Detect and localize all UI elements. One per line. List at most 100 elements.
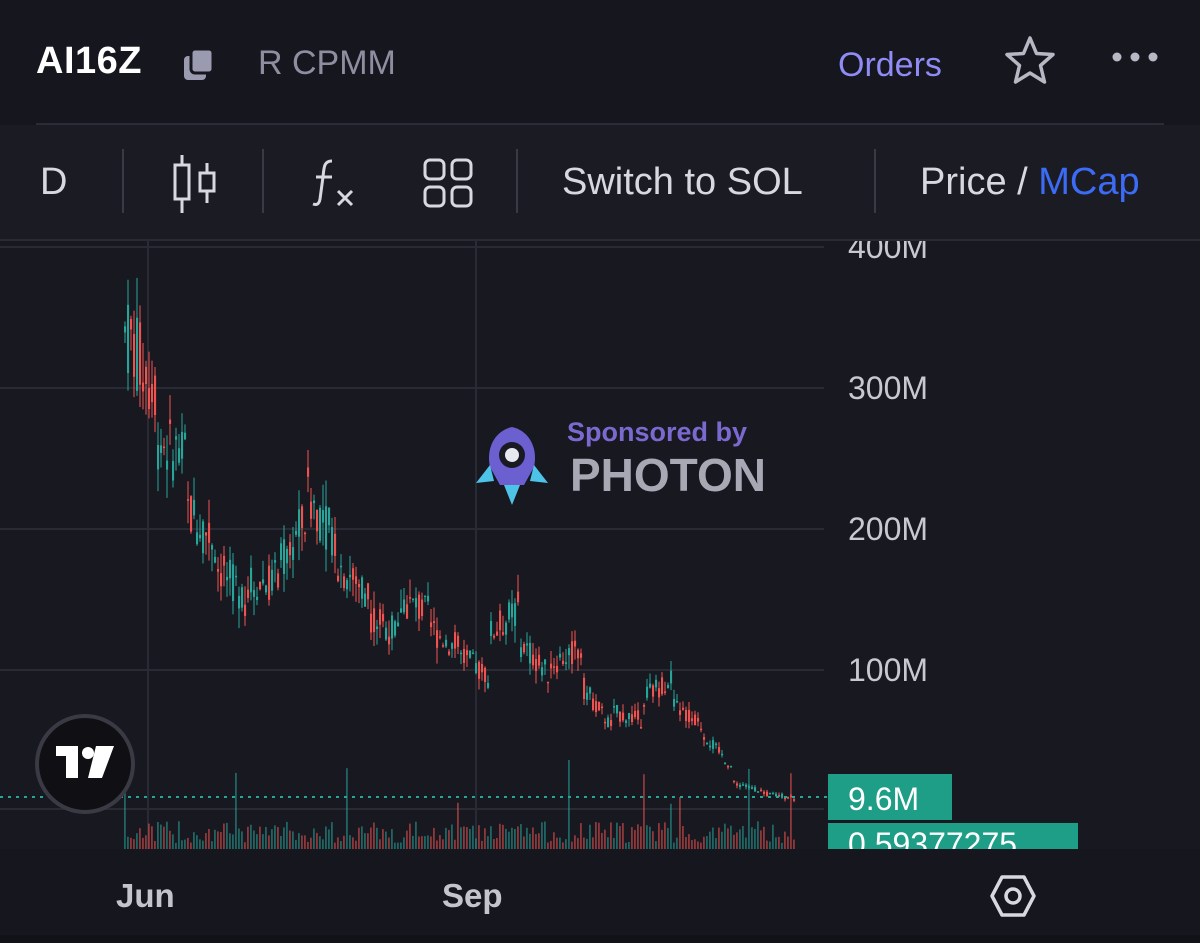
candle-body [589,687,592,694]
volume-bar [610,822,612,849]
sponsor-line2: PHOTON [570,449,766,501]
volume-bar [682,825,684,849]
volume-bar [793,839,795,849]
volume-bar [481,840,483,849]
candle-body [427,595,430,602]
candle-body [370,613,373,633]
volume-bar [478,825,480,849]
volume-bar [349,835,351,849]
candle-body [619,711,622,722]
sponsor-line1: Sponsored by [567,417,747,447]
layout-grid-icon[interactable] [422,157,474,209]
tradingview-logo[interactable] [35,714,135,814]
volume-bar [550,840,552,849]
switch-to-sol-button[interactable]: Switch to SOL [562,161,803,203]
candlestick-icon[interactable] [170,153,220,215]
candle-body [703,737,706,740]
candle-body [274,560,277,563]
candle-body [133,333,136,377]
candle-body [601,706,604,709]
more-icon[interactable] [1108,40,1162,74]
x-tick-label: Sep [442,877,503,914]
candle-body [430,622,433,628]
candle-body [448,651,451,655]
candle-body [565,662,568,664]
candle-body [130,319,133,330]
candle-body [763,791,766,794]
volume-bar [274,825,276,849]
candle-body [214,556,217,563]
volume-bar [529,833,531,849]
star-icon[interactable] [1002,34,1058,88]
volume-bar [433,827,435,849]
candle-body [373,608,376,633]
volume-bar [160,824,162,849]
candle-body [748,786,751,788]
candle-body [673,698,676,707]
volume-bar [268,835,270,849]
candle-body [667,684,670,689]
volume-bar [703,836,705,849]
chart-canvas[interactable]: Sponsored by PHOTON 400M 300M 200M 100M … [0,241,1200,849]
volume-bar [781,842,783,849]
volume-bar [601,832,603,849]
y-tick-label: 300M [848,370,928,406]
volume-bar [775,837,777,849]
orders-link[interactable]: Orders [838,46,942,84]
volume-bar [709,831,711,849]
volume-bar [127,836,129,849]
price-mcap-toggle[interactable]: Price / MCap [920,161,1140,204]
candle-body [523,644,526,653]
volume-bar [535,834,537,849]
volume-bar [280,835,282,849]
candle-body [280,543,283,561]
volume-bar [556,837,558,849]
volume-bar [790,773,792,849]
candle-body [223,555,226,566]
candle-body [664,691,667,693]
price-label: Price / [920,161,1039,203]
time-axis: Jun Sep [0,849,1200,943]
volume-bar [253,830,255,849]
volume-bar [730,825,732,849]
volume-bar [613,837,615,849]
interval-selector[interactable]: D [40,161,68,203]
candle-body [442,645,445,647]
candle-body [709,745,712,748]
volume-bar [469,828,471,849]
candle-body [268,565,271,600]
current-price-tag: 9.6M [828,774,952,820]
volume-bar [265,826,267,849]
candle-body [367,583,370,600]
candle-body [574,640,577,647]
volume-bar [676,837,678,849]
volume-bar [787,836,789,849]
settings-icon[interactable] [990,873,1036,919]
copy-icon[interactable] [180,46,218,84]
candle-body [541,667,544,676]
candle-body [493,635,496,638]
candle-body [595,701,598,713]
candle-body [346,580,349,590]
candle-body [466,650,469,656]
volume-bar [223,823,225,849]
candle-body [316,509,319,532]
volume-bar [766,840,768,849]
volume-bar [334,842,336,849]
volume-bar [658,823,660,849]
volume-bar [448,830,450,849]
volume-bar [667,828,669,849]
candle-body [610,720,613,726]
candle-body [760,789,763,792]
volume-bar [565,839,567,849]
price-chart[interactable]: Sponsored by PHOTON 400M 300M 200M 100M … [0,241,1200,849]
volume-bar [283,827,285,849]
volume-bar [145,835,147,849]
candle-body [361,577,364,599]
volume-bar [559,837,561,849]
candle-body [319,507,322,541]
volume-bar [157,821,159,849]
volume-bar [514,828,516,849]
function-icon[interactable] [310,157,358,209]
candle-body [568,648,571,656]
